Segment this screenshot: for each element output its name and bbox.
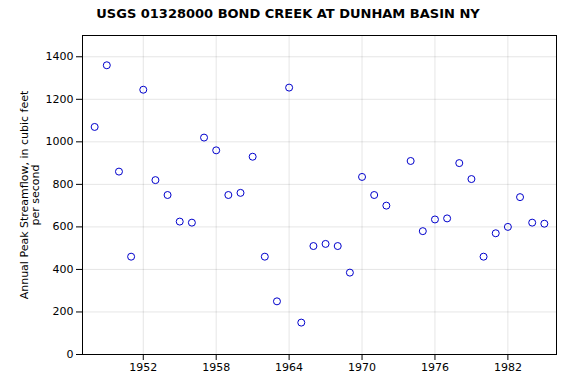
svg-text:400: 400 bbox=[53, 263, 74, 276]
svg-text:600: 600 bbox=[53, 220, 74, 233]
svg-text:1958: 1958 bbox=[202, 361, 230, 374]
svg-text:1952: 1952 bbox=[129, 361, 157, 374]
svg-text:1400: 1400 bbox=[46, 50, 74, 63]
svg-text:1982: 1982 bbox=[494, 361, 522, 374]
svg-text:Annual Peak Streamflow, in cub: Annual Peak Streamflow, in cubic feetper… bbox=[18, 90, 42, 299]
svg-text:800: 800 bbox=[53, 178, 74, 191]
html-text:USGS 01328000 BOND CREEK AT DU: USGS 01328000 BOND CREEK AT DUNHAM BASIN… bbox=[96, 6, 480, 21]
svg-text:1970: 1970 bbox=[348, 361, 376, 374]
svg-text:1200: 1200 bbox=[46, 93, 74, 106]
svg-text:1000: 1000 bbox=[46, 135, 74, 148]
svg-text:0: 0 bbox=[67, 348, 74, 361]
svg-text:1964: 1964 bbox=[275, 361, 303, 374]
svg-text:200: 200 bbox=[53, 305, 74, 318]
svg-text:1976: 1976 bbox=[421, 361, 449, 374]
